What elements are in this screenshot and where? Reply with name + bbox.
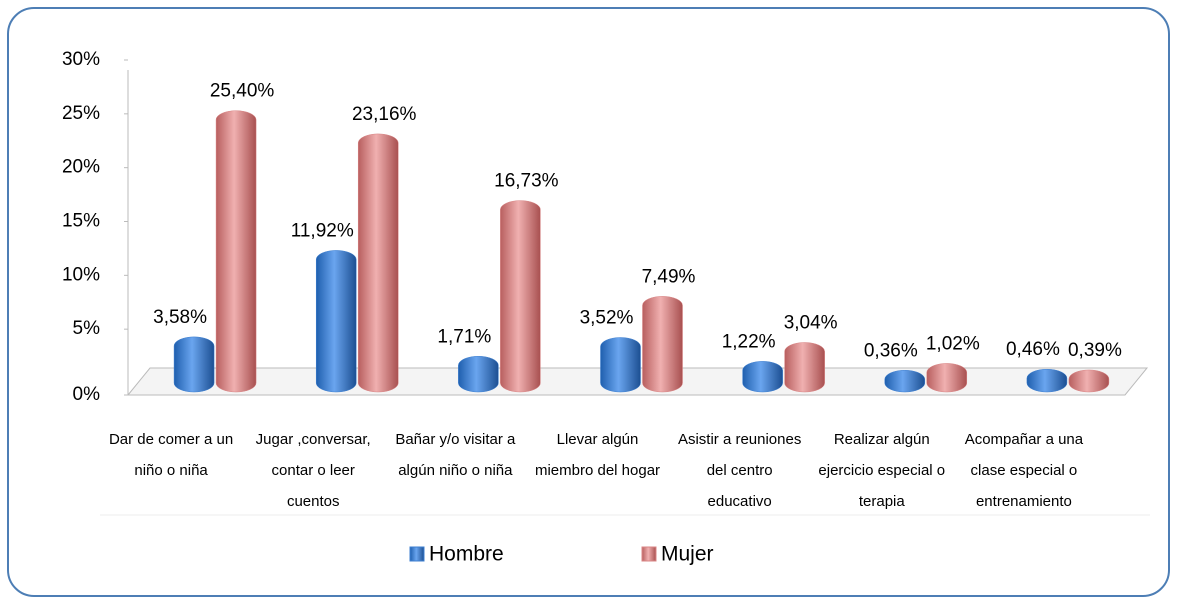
bar [173,336,215,393]
value-label: 7,49% [642,266,696,287]
bar [215,110,257,393]
legend-label: Hombre [429,543,504,566]
value-label: 3,58% [153,307,207,328]
x-tick-label: Asistir a reuniones [678,431,801,448]
bar [926,363,968,393]
x-tick-label: Dar de comer a un [109,431,233,448]
x-tick-label: Bañar y/o visitar a [395,431,516,448]
value-label: 1,22% [722,331,776,352]
x-tick-label: Jugar ,conversar, [256,431,371,448]
y-tick-label: 30% [62,49,100,70]
value-label: 23,16% [352,104,417,125]
x-tick-label: contar o leer [272,462,355,479]
y-tick-label: 20% [62,157,100,178]
bar [600,337,641,393]
legend-label: Mujer [661,543,714,566]
bar [458,356,499,393]
value-label: 25,40% [210,81,275,102]
bar [315,250,357,393]
value-label: 3,52% [580,308,634,329]
value-label: 0,39% [1068,340,1122,361]
x-tick-label: terapia [859,493,906,510]
x-tick-label: entrenamiento [976,493,1072,510]
x-tick-label: algún niño o niña [398,462,513,479]
legend-swatch [409,546,425,562]
x-tick-label: del centro [707,462,773,479]
bar [642,296,683,393]
x-tick-label: niño o niña [134,462,208,479]
x-tick-label: Realizar algún [834,431,930,448]
bar [784,342,825,393]
y-tick-label: 25% [62,103,100,124]
x-tick-label: educativo [708,493,772,510]
bar [357,133,399,393]
value-label: 0,46% [1006,339,1060,360]
frame [7,7,1170,597]
x-tick-label: cuentos [287,493,340,510]
x-tick-label: Llevar algún [557,431,639,448]
x-tick-label: miembro del hogar [535,462,660,479]
bar [500,200,541,393]
value-label: 1,02% [926,333,980,354]
y-tick-label: 15% [62,211,100,232]
value-label: 11,92% [291,220,354,241]
value-label: 16,73% [494,171,559,192]
x-tick-label: ejercicio especial o [818,462,945,479]
legend-swatch [641,546,657,562]
x-tick-label: clase especial o [971,462,1078,479]
y-tick-label: 10% [62,264,100,285]
y-tick-label: 0% [73,384,101,405]
bar [1068,369,1110,393]
bar [1026,369,1068,393]
value-label: 3,04% [784,313,838,334]
x-tick-label: Acompañar a una [965,431,1084,448]
bar [884,370,926,393]
value-label: 1,71% [437,326,491,347]
bar [742,361,783,393]
value-label: 0,36% [864,340,918,361]
y-tick-label: 5% [73,318,101,339]
